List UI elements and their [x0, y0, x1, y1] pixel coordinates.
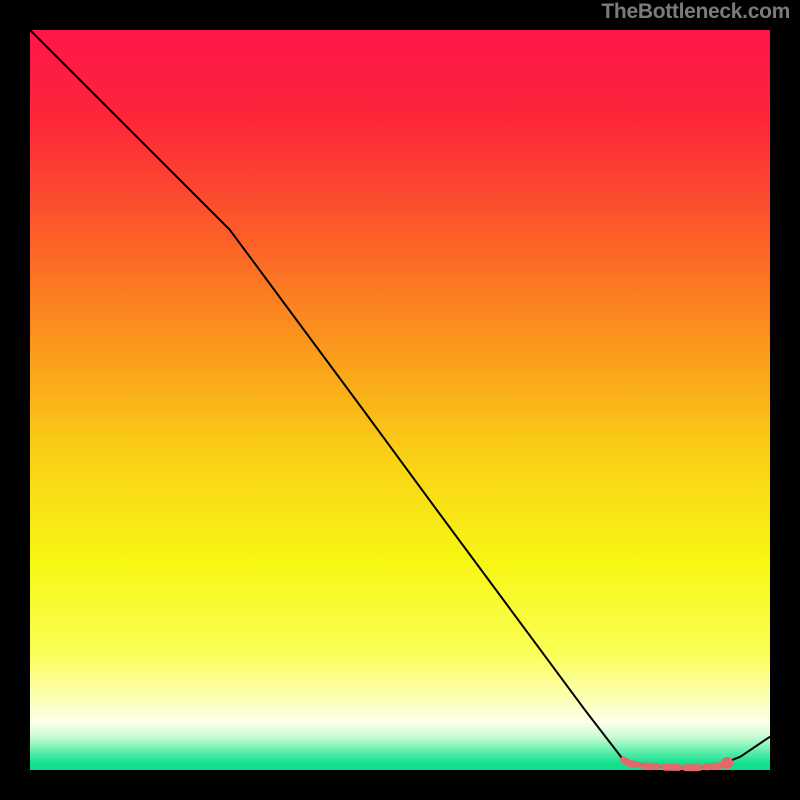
highlight-end-dot: [721, 757, 733, 769]
bottleneck-chart: [0, 0, 800, 800]
chart-stage: TheBottleneck.com: [0, 0, 800, 800]
